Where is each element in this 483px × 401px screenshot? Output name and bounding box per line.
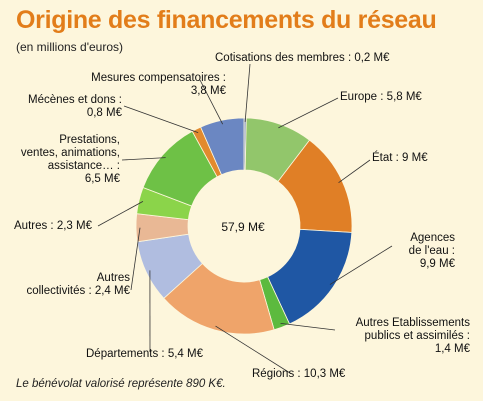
leader-line-agences-de-l-eau: [329, 245, 393, 285]
slice-label-etat: État : 9 M€: [372, 152, 428, 164]
leader-line-cotisations-des-membres: [244, 63, 251, 123]
leader-line-mesures-compensatoires: [199, 79, 224, 125]
chart-subtitle: (en millions d'euros): [16, 40, 123, 54]
slice-label-autres-etablissements: Autres Etablissements publics et assimilé…: [355, 317, 470, 355]
slice-label-regions: Régions : 10,3 M€: [252, 368, 346, 380]
leader-line-mecenes-et-dons: [123, 105, 199, 134]
chart-title: Origine des financements du réseau: [16, 6, 437, 34]
total-label: 57,9 M€: [221, 220, 265, 234]
slice-label-autres: Autres : 2,3 M€: [14, 220, 92, 232]
slice-label-mecenes: Mécènes et dons :0,8 M€: [28, 94, 122, 119]
leader-line-etat: [338, 159, 371, 184]
slice-label-europe: Europe : 5,8 M€: [340, 91, 422, 103]
leader-line-autres-etablissements-publics-et-assimiles: [280, 322, 336, 331]
slice-label-cotisations: Cotisations des membres : 0,2 M€: [215, 52, 390, 64]
leader-line-autres-collectivites: [130, 227, 141, 291]
footnote: Le bénévolat valorisé représente 890 K€.: [16, 378, 226, 390]
leader-line-prestations-ventes-animations-assistance: [121, 157, 166, 161]
leader-line-autres: [97, 201, 144, 227]
slice-label-departements: Départements : 5,4 M€: [86, 348, 203, 360]
slice-label-agences-eau: Agences de l'eau :9,9 M€: [408, 232, 455, 270]
leader-line-regions: [215, 325, 291, 374]
slice-label-prestations: Prestations, ventes, animations, assistanc…: [20, 134, 120, 185]
slice-label-autres-collectivites: Autres collectivités : 2,4 M€: [26, 272, 130, 297]
slice-label-mesures-compensatoires: Mesures compensatoires :3,8 M€: [91, 72, 226, 97]
leader-line-europe: [278, 97, 339, 129]
slice-mesures-compensatoires: [200, 117, 245, 176]
